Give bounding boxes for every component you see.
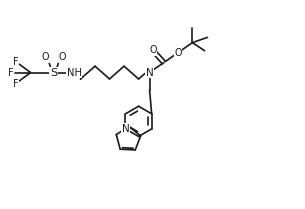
- Text: O: O: [174, 48, 182, 58]
- Text: N: N: [122, 124, 129, 134]
- Text: O: O: [149, 45, 156, 55]
- Text: F: F: [13, 57, 18, 66]
- Text: N: N: [146, 68, 153, 78]
- Text: O: O: [42, 52, 49, 62]
- Text: F: F: [13, 79, 18, 89]
- Text: O: O: [58, 52, 66, 62]
- Text: NH: NH: [66, 68, 82, 78]
- Text: S: S: [50, 68, 57, 78]
- Text: F: F: [8, 68, 14, 78]
